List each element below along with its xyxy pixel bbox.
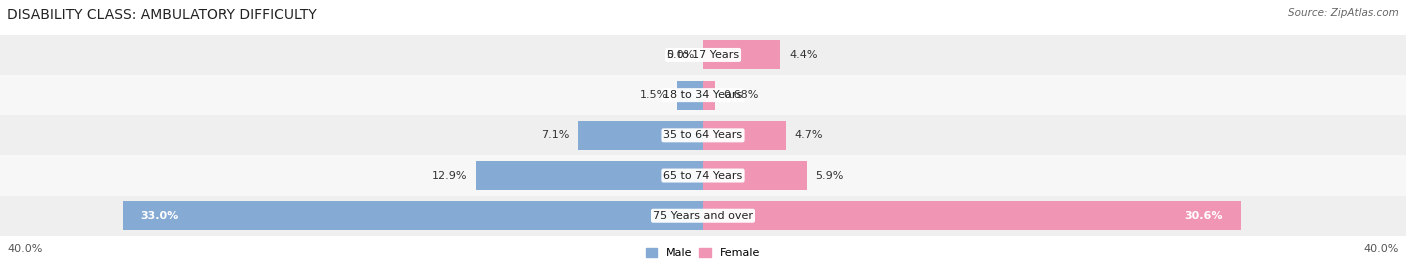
Bar: [703, 121, 786, 150]
Text: 75 Years and over: 75 Years and over: [652, 211, 754, 221]
Bar: [0, 75, 1406, 115]
Text: 0.68%: 0.68%: [724, 90, 759, 100]
Text: 30.6%: 30.6%: [1185, 211, 1223, 221]
Bar: [703, 201, 1241, 230]
Text: 5 to 17 Years: 5 to 17 Years: [666, 50, 740, 60]
Bar: [0, 35, 1406, 75]
Bar: [703, 81, 716, 110]
Text: 18 to 34 Years: 18 to 34 Years: [664, 90, 742, 100]
Text: Source: ZipAtlas.com: Source: ZipAtlas.com: [1288, 8, 1399, 18]
Text: 5.9%: 5.9%: [815, 170, 844, 181]
Text: 33.0%: 33.0%: [141, 211, 179, 221]
Text: 4.4%: 4.4%: [789, 50, 818, 60]
Text: 1.5%: 1.5%: [640, 90, 668, 100]
Bar: [124, 201, 703, 230]
Bar: [0, 115, 1406, 155]
Text: 4.7%: 4.7%: [794, 130, 823, 140]
Bar: [578, 121, 703, 150]
Bar: [703, 161, 807, 190]
Bar: [0, 196, 1406, 236]
Bar: [676, 81, 703, 110]
Bar: [477, 161, 703, 190]
Text: 12.9%: 12.9%: [432, 170, 467, 181]
Text: 40.0%: 40.0%: [1364, 244, 1399, 254]
Text: 65 to 74 Years: 65 to 74 Years: [664, 170, 742, 181]
Bar: [703, 40, 780, 69]
Text: 40.0%: 40.0%: [7, 244, 42, 254]
Legend: Male, Female: Male, Female: [641, 243, 765, 262]
Bar: [0, 155, 1406, 196]
Text: DISABILITY CLASS: AMBULATORY DIFFICULTY: DISABILITY CLASS: AMBULATORY DIFFICULTY: [7, 8, 316, 22]
Text: 35 to 64 Years: 35 to 64 Years: [664, 130, 742, 140]
Text: 0.0%: 0.0%: [666, 50, 695, 60]
Text: 7.1%: 7.1%: [541, 130, 569, 140]
